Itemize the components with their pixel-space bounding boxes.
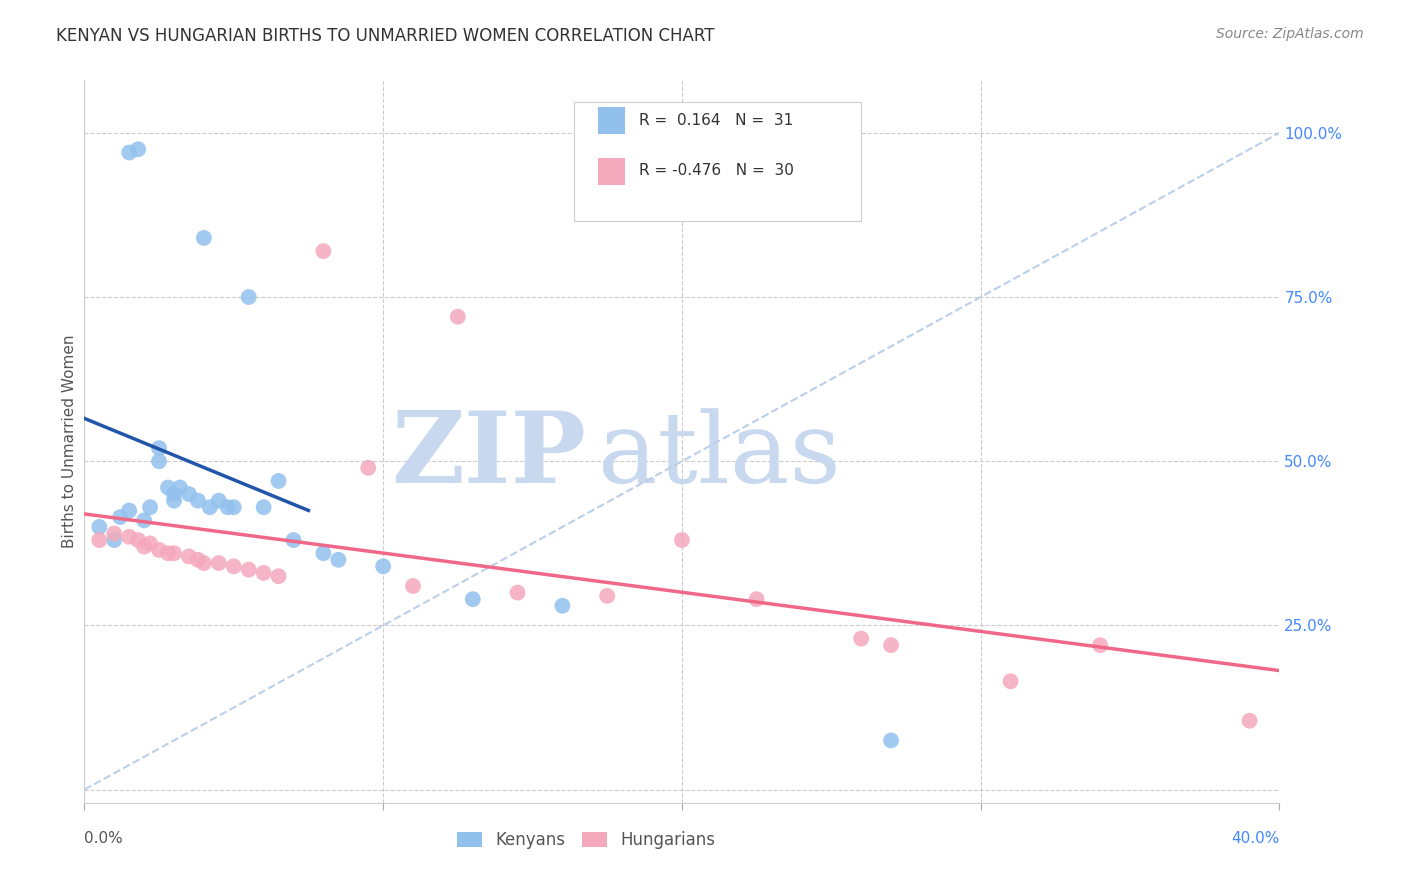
Y-axis label: Births to Unmarried Women: Births to Unmarried Women bbox=[62, 334, 77, 549]
Point bbox=[163, 487, 186, 501]
Point bbox=[127, 142, 149, 156]
Text: R = -0.476   N =  30: R = -0.476 N = 30 bbox=[638, 163, 794, 178]
Point bbox=[745, 592, 768, 607]
Point bbox=[89, 533, 111, 547]
Point bbox=[177, 549, 200, 564]
Point bbox=[132, 540, 156, 554]
Point bbox=[148, 441, 170, 455]
Text: KENYAN VS HUNGARIAN BIRTHS TO UNMARRIED WOMEN CORRELATION CHART: KENYAN VS HUNGARIAN BIRTHS TO UNMARRIED … bbox=[56, 27, 714, 45]
Text: R =  0.164   N =  31: R = 0.164 N = 31 bbox=[638, 112, 793, 128]
Point bbox=[880, 733, 903, 747]
Point bbox=[222, 559, 245, 574]
Point bbox=[169, 481, 191, 495]
Point bbox=[148, 542, 170, 557]
Point bbox=[357, 460, 380, 475]
Point bbox=[118, 503, 141, 517]
Point bbox=[596, 589, 619, 603]
Point bbox=[217, 500, 239, 515]
Point bbox=[103, 526, 125, 541]
Legend: Kenyans, Hungarians: Kenyans, Hungarians bbox=[450, 824, 723, 856]
Point bbox=[461, 592, 484, 607]
Text: ZIP: ZIP bbox=[391, 408, 586, 505]
Point bbox=[208, 493, 231, 508]
Point bbox=[506, 585, 529, 599]
Point bbox=[1000, 674, 1022, 689]
Point bbox=[267, 474, 290, 488]
Point bbox=[132, 513, 156, 527]
Text: 0.0%: 0.0% bbox=[84, 830, 124, 846]
Point bbox=[671, 533, 693, 547]
Point bbox=[328, 553, 350, 567]
Point bbox=[163, 546, 186, 560]
Point bbox=[238, 563, 260, 577]
Point bbox=[238, 290, 260, 304]
Point bbox=[373, 559, 395, 574]
Point bbox=[253, 500, 276, 515]
Point bbox=[163, 493, 186, 508]
Point bbox=[103, 533, 125, 547]
Point bbox=[198, 500, 221, 515]
Point bbox=[89, 520, 111, 534]
Point bbox=[551, 599, 574, 613]
FancyBboxPatch shape bbox=[575, 102, 862, 221]
Point bbox=[127, 533, 149, 547]
Point bbox=[110, 510, 132, 524]
Point bbox=[148, 454, 170, 468]
Point bbox=[880, 638, 903, 652]
Point bbox=[312, 244, 335, 258]
Point bbox=[187, 493, 209, 508]
Point bbox=[139, 500, 162, 515]
Point bbox=[312, 546, 335, 560]
Point bbox=[139, 536, 162, 550]
Text: atlas: atlas bbox=[599, 409, 841, 504]
Point bbox=[193, 556, 215, 570]
Point bbox=[177, 487, 200, 501]
Point bbox=[118, 145, 141, 160]
Point bbox=[447, 310, 470, 324]
Point bbox=[402, 579, 425, 593]
Text: 40.0%: 40.0% bbox=[1232, 830, 1279, 846]
Point bbox=[851, 632, 873, 646]
Point bbox=[267, 569, 290, 583]
Bar bbox=[599, 107, 624, 135]
Point bbox=[193, 231, 215, 245]
Point bbox=[208, 556, 231, 570]
Point bbox=[222, 500, 245, 515]
Point bbox=[253, 566, 276, 580]
Point bbox=[1090, 638, 1112, 652]
Bar bbox=[599, 158, 624, 185]
Point bbox=[157, 546, 180, 560]
Text: Source: ZipAtlas.com: Source: ZipAtlas.com bbox=[1216, 27, 1364, 41]
Point bbox=[1239, 714, 1261, 728]
Point bbox=[283, 533, 305, 547]
Point bbox=[187, 553, 209, 567]
Point bbox=[118, 530, 141, 544]
Point bbox=[157, 481, 180, 495]
